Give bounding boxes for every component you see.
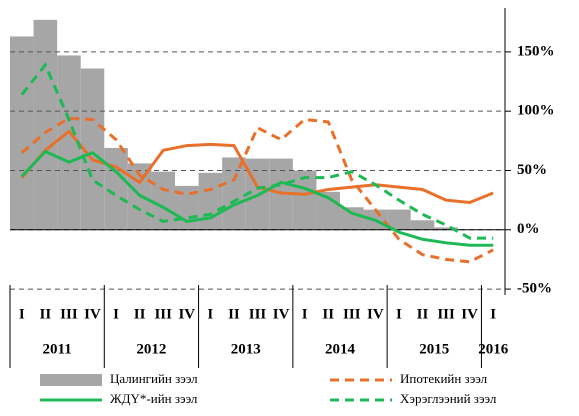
- bar: [434, 227, 458, 230]
- x-tick-label: III: [154, 306, 172, 322]
- x-tick-label: II: [228, 306, 240, 322]
- bar: [80, 68, 105, 230]
- x-tick-label: I: [490, 306, 496, 322]
- year-label: 2014: [325, 341, 356, 357]
- x-tick-label: III: [437, 306, 455, 322]
- year-label: 2011: [43, 341, 72, 357]
- bar: [10, 36, 34, 230]
- x-tick-label: I: [113, 306, 119, 322]
- x-tick-label: II: [417, 306, 429, 322]
- y-tick-label: 0%: [517, 221, 540, 237]
- x-tick-label: III: [60, 306, 78, 322]
- year-label: 2012: [136, 341, 166, 357]
- x-tick-label: II: [40, 306, 52, 322]
- bar: [33, 19, 58, 230]
- x-tick-label: IV: [84, 306, 101, 322]
- x-tick-label: IV: [273, 306, 290, 322]
- year-label: 2013: [231, 341, 261, 357]
- bar: [410, 220, 435, 230]
- y-tick-label: 100%: [517, 103, 555, 119]
- x-tick-label: II: [134, 306, 146, 322]
- x-tick-label: III: [343, 306, 361, 322]
- x-tick-label: I: [396, 306, 402, 322]
- x-tick-label: II: [322, 306, 334, 322]
- y-tick-label: -50%: [517, 281, 552, 297]
- y-tick-label: 150%: [517, 43, 555, 59]
- bar: [292, 170, 317, 230]
- x-tick-label: I: [19, 306, 25, 322]
- bar: [57, 55, 81, 230]
- x-tick-label: IV: [461, 306, 478, 322]
- legend-label: Цалингийн зээл: [110, 371, 198, 386]
- legend-label: ЖДҮ*-ийн зээл: [110, 391, 198, 406]
- year-label: 2015: [419, 341, 449, 357]
- x-tick-label: I: [207, 306, 213, 322]
- legend-label: Хэрэглээний зээл: [400, 391, 497, 406]
- line: [20, 116, 494, 264]
- year-label: 2016: [478, 341, 509, 357]
- bar: [151, 171, 175, 230]
- legend-label: Ипотекийн зээл: [400, 371, 488, 386]
- x-tick-label: III: [249, 306, 267, 322]
- line: [20, 62, 494, 240]
- bar: [387, 209, 411, 230]
- y-tick-label: 50%: [517, 162, 547, 178]
- line: [20, 149, 494, 247]
- bar: [222, 157, 246, 230]
- x-tick-label: IV: [178, 306, 195, 322]
- legend-swatch: [40, 374, 102, 386]
- bar: [104, 147, 128, 230]
- x-tick-label: IV: [367, 306, 384, 322]
- bar: [340, 207, 364, 230]
- x-tick-label: I: [302, 306, 308, 322]
- bar: [198, 172, 223, 230]
